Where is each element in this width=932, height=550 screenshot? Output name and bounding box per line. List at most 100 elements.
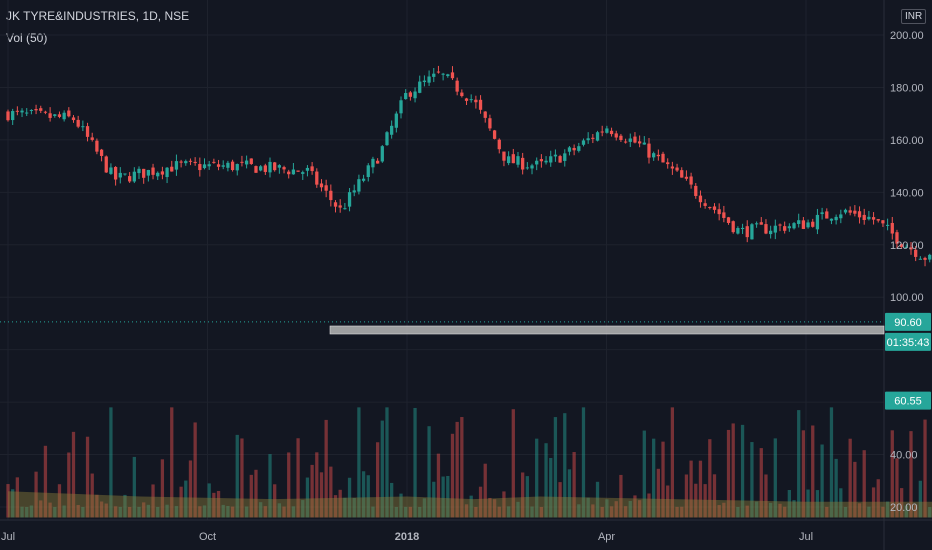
candle-body [829,218,834,221]
volume-bar [123,494,127,518]
candle-body [815,214,820,230]
volume-bar [221,504,225,518]
volume-bar [516,501,520,518]
candle-body [843,209,848,213]
candle-body [230,161,235,171]
volume-bar [577,504,581,518]
volume-bar [343,497,347,518]
candle-body [652,153,656,158]
volume-bar [492,499,497,518]
candle-body [62,112,66,120]
volume-bar [418,506,422,518]
candle-body [113,166,118,180]
volume-bar [184,480,188,518]
volume-bar [85,436,90,518]
candle-body [717,209,721,215]
support-zone[interactable] [329,325,885,335]
volume-bar [254,469,258,518]
volume-bar [29,505,34,518]
candle-body [240,161,244,163]
candle-body [170,166,174,172]
candle-body [156,172,160,177]
volume-bar [380,420,384,518]
candle-body [694,185,698,196]
price-line-tag: 90.60 [894,317,922,329]
volume-bar [11,489,15,518]
volume-bar [469,495,473,518]
candle-body [375,160,380,164]
candle-body [53,114,57,116]
volume-bar [511,409,515,518]
volume-bar [301,500,305,518]
volume-bar [436,453,441,518]
volume-bar [773,438,777,518]
candle-body [329,190,333,201]
candle-body [928,254,932,260]
candle-body [81,126,85,128]
candle-body [511,154,515,164]
volume-bar [750,442,754,518]
volume-bar [142,502,146,518]
volume-bar [900,488,904,518]
countdown-tag-bg [885,332,931,351]
currency-label[interactable]: INR [901,9,927,24]
candle-body [436,71,441,73]
candle-body [142,168,146,178]
candle-body [806,222,810,228]
candle-body [394,113,398,128]
volume-bar [427,426,431,518]
candle-body [787,226,791,229]
candle-body [563,153,567,161]
candle-body [287,171,291,175]
volume-bar [811,425,815,518]
candle-body [900,244,904,247]
volume-bar [324,419,328,518]
volume-bar [553,417,558,518]
volume-bar [708,439,712,518]
y-tick-label: 160.00 [890,135,924,147]
volume-bar [296,438,300,518]
volume-bar [661,441,665,518]
candle-body [853,210,857,214]
volume-bar [876,479,880,518]
volume-bar [413,407,417,518]
candle-body [198,164,202,171]
volume-bar [839,488,843,518]
candle-body [637,141,642,144]
candle-body [212,161,216,163]
volume-bar [450,433,455,518]
candle-body [904,246,908,248]
candle-body [506,156,511,164]
volume-bar [591,504,595,518]
candle-body [656,154,660,157]
volume-bar [642,430,646,518]
volume-bar [179,486,183,518]
volume-bar [745,505,749,518]
candle-body [839,214,843,219]
volume-bar [53,506,57,518]
candle-body [95,140,99,152]
volume-bar [71,431,76,518]
candle-body [750,224,754,240]
candle-body [188,160,193,162]
volume-bar [460,417,464,518]
volume-bar [820,444,824,518]
volume-bar [198,506,202,518]
candle-body [923,257,927,260]
candle-body [109,167,113,174]
candle-body [48,113,52,118]
candle-body [633,136,637,143]
volume-bar [918,480,922,518]
candle-body [174,161,179,170]
volume-bar [20,506,24,518]
volume-bar [885,501,890,518]
volume-bar [62,505,66,518]
volume-bar [801,430,806,518]
volume-bar [670,407,675,518]
candle-body [619,135,623,140]
candle-body [179,161,183,163]
candle-body [549,156,553,163]
candle-body [703,203,707,206]
candle-body [623,141,628,143]
